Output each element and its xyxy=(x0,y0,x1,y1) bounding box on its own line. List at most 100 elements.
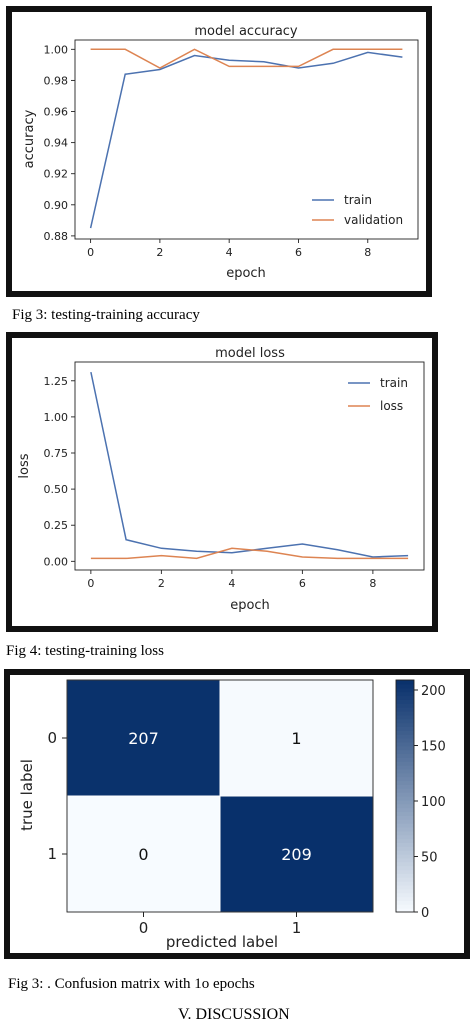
x-tick-label: 6 xyxy=(299,577,306,590)
cell-value-label: 207 xyxy=(128,729,159,748)
y-axis-label: true label xyxy=(18,759,36,831)
x-tick-label: 8 xyxy=(364,246,371,259)
colorbar-segment xyxy=(396,741,414,747)
colorbar-segment xyxy=(396,714,414,720)
accuracy-figure-frame: model accuracy 0.88 0.90 0.92 0.94 0.96 0.98 1… xyxy=(6,6,432,297)
matrix-cell xyxy=(66,795,221,913)
x-axis-label: epoch xyxy=(230,598,270,613)
colorbar-segment xyxy=(396,761,414,766)
colorbar-segment xyxy=(396,734,414,739)
colorbar-segment xyxy=(396,803,414,809)
x-tick-label: 0 xyxy=(139,919,149,937)
colorbar-tick-label: 50 xyxy=(421,850,438,865)
confusion-matrix-frame: 207 1 0 209 0 1 0 1 0 50 100 150 200 predicted lab… xyxy=(4,669,470,959)
y-axis-label: loss xyxy=(17,453,32,478)
x-tick-label: 4 xyxy=(226,246,233,259)
colorbar-segment xyxy=(396,857,414,863)
colorbar-segment xyxy=(396,738,414,743)
colorbar-segment xyxy=(396,888,414,894)
colorbar-tick-label: 0 xyxy=(421,906,429,921)
plot-area xyxy=(74,39,419,240)
colorbar-segment xyxy=(396,784,414,789)
colorbar-segment xyxy=(396,699,414,704)
colorbar-segment xyxy=(396,799,414,805)
y-tick-label: 1.25 xyxy=(44,375,69,388)
colorbar-segment xyxy=(396,854,414,859)
colorbar-segment xyxy=(396,710,414,716)
colorbar-segment xyxy=(396,830,414,836)
y-tick-label: 0.90 xyxy=(44,199,69,212)
colorbar-segment xyxy=(396,680,414,685)
loss-chart: model loss 0.00 0.25 0.50 0.75 1.00 1.25 0 2 4 6… xyxy=(17,346,425,613)
colorbar-segment xyxy=(396,815,414,820)
colorbar-segment xyxy=(396,819,414,824)
colorbar-tick-label: 200 xyxy=(421,684,446,699)
colorbar-segment xyxy=(396,811,414,816)
x-tick-label: 2 xyxy=(158,577,165,590)
colorbar-segment xyxy=(396,745,414,751)
colorbar-segment xyxy=(396,826,414,832)
colorbar-segment xyxy=(396,765,414,770)
series-line-train xyxy=(89,51,403,229)
colorbar-segment xyxy=(396,884,414,890)
figure-caption-accuracy: Fig 3: testing-training accuracy xyxy=(12,307,200,323)
x-tick-label: 6 xyxy=(295,246,302,259)
colorbar-segment xyxy=(396,908,414,913)
x-tick-label: 2 xyxy=(156,246,163,259)
x-tick-label: 1 xyxy=(292,919,302,937)
colorbar-segment xyxy=(396,703,414,708)
colorbar-segment xyxy=(396,753,414,758)
colorbar-segment xyxy=(396,846,414,851)
colorbar-segment xyxy=(396,900,414,905)
matrix-border xyxy=(66,679,374,913)
figure-caption-confusion-matrix: Fig 3: . Confusion matrix with 1o epochs xyxy=(8,976,255,992)
colorbar-tick-label: 150 xyxy=(421,739,446,754)
colorbar-segment xyxy=(396,850,414,855)
colorbar-segment xyxy=(396,707,414,712)
colorbar-segment xyxy=(396,683,414,689)
colorbar-segment xyxy=(396,722,414,727)
y-tick-label: 0.75 xyxy=(44,447,69,460)
colorbar-segment xyxy=(396,865,414,871)
y-tick-label: 0.25 xyxy=(44,519,69,532)
colorbar-segment xyxy=(396,877,414,882)
colorbar-segment xyxy=(396,691,414,697)
colorbar-segment xyxy=(396,807,414,813)
colorbar-segment xyxy=(396,869,414,874)
colorbar-segment xyxy=(396,788,414,793)
y-tick-label: 1.00 xyxy=(44,43,69,56)
colorbar-segment xyxy=(396,842,414,847)
matrix-cell xyxy=(219,679,374,797)
legend-label-train: train xyxy=(344,193,372,207)
colorbar-segment xyxy=(396,904,414,909)
y-tick-label: 0.00 xyxy=(44,555,69,568)
y-tick-label: 0.88 xyxy=(44,230,69,243)
legend-label-loss: loss xyxy=(380,399,403,413)
x-tick-label: 0 xyxy=(87,577,94,590)
y-tick-label: 1.00 xyxy=(44,411,69,424)
colorbar-segment xyxy=(396,687,414,693)
colorbar-segment xyxy=(396,768,414,774)
y-tick-label: 0.50 xyxy=(44,483,69,496)
x-tick-label: 4 xyxy=(228,577,235,590)
colorbar-segment xyxy=(396,726,414,731)
matrix-cell xyxy=(219,795,374,913)
colorbar-segment xyxy=(396,881,414,886)
series-line-loss xyxy=(90,547,409,560)
series-line-validation xyxy=(90,48,403,69)
chart-title: model loss xyxy=(215,346,285,361)
x-axis-label: predicted label xyxy=(166,933,278,951)
colorbar-segment xyxy=(396,823,414,828)
section-heading: V. DISCUSSION xyxy=(178,1006,290,1023)
colorbar-segment xyxy=(396,776,414,782)
cell-value-label: 209 xyxy=(281,845,312,864)
matrix-cell xyxy=(66,679,221,797)
colorbar-segment xyxy=(396,861,414,867)
legend-label-train: train xyxy=(380,376,408,390)
x-tick-label: 8 xyxy=(369,577,376,590)
y-tick-label: 0.96 xyxy=(44,106,69,119)
chart-title: model accuracy xyxy=(194,24,298,39)
x-axis-label: epoch xyxy=(226,266,266,281)
y-axis-label: accuracy xyxy=(22,109,37,168)
colorbar-segment xyxy=(396,718,414,724)
